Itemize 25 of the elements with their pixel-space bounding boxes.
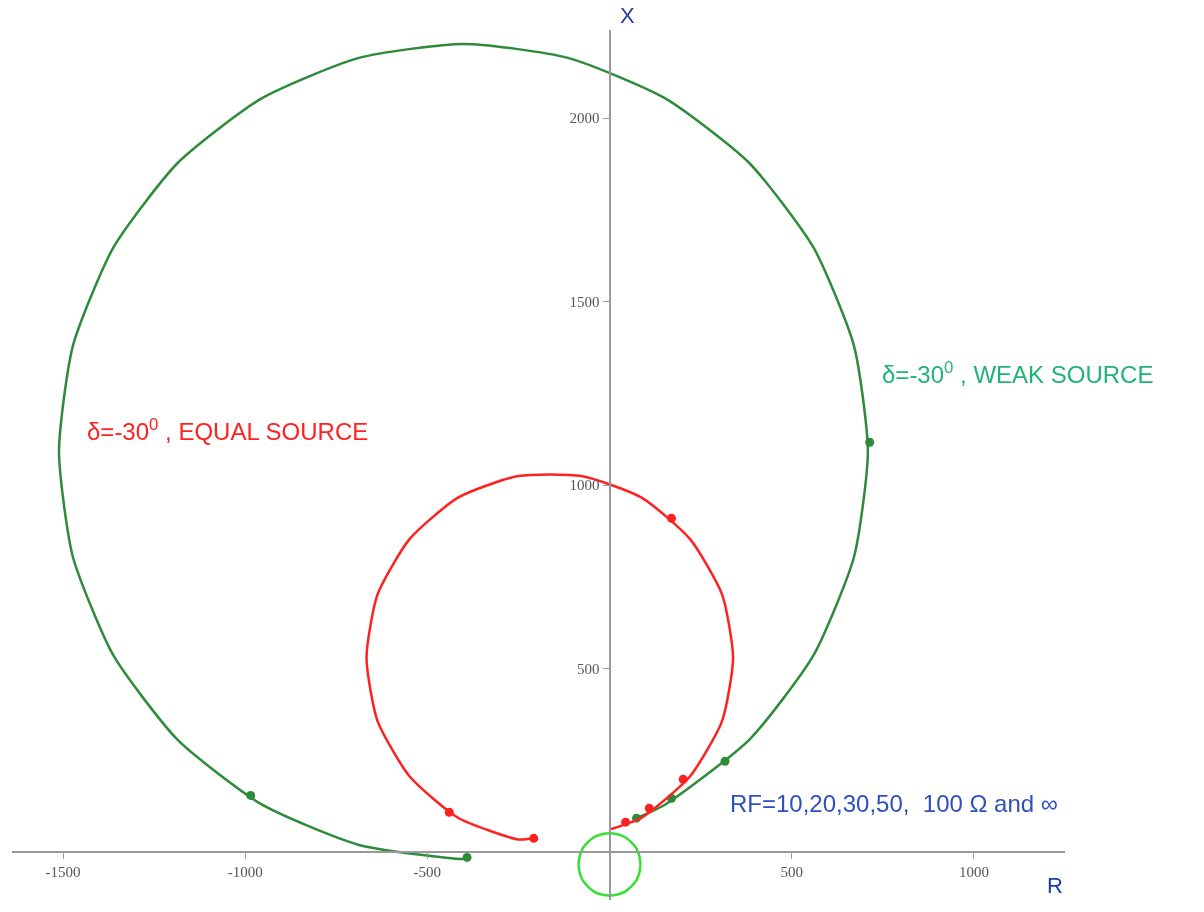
x-tick-label: -1500 (45, 864, 81, 881)
line-series (577, 831, 642, 897)
annotation: δ=-30$^{0}$ , WEAK SOURCE (882, 358, 1154, 389)
y-axis-title: X (620, 3, 635, 28)
point (462, 852, 472, 862)
point (865, 437, 875, 447)
point (720, 756, 730, 766)
annotation: RF=10,20,30,50, 100 Ω and ∞ (730, 790, 1058, 817)
point (444, 807, 454, 817)
point (529, 833, 539, 843)
x-tick-label: 500 (780, 864, 803, 881)
y-tick-label: 1000 (569, 477, 600, 494)
y-tick-label: 500 (577, 660, 600, 677)
point (666, 513, 676, 523)
y-tick-label: 2000 (569, 110, 600, 127)
point (678, 774, 688, 784)
point (644, 803, 654, 813)
x-axis-title: R (1047, 873, 1063, 898)
x-tick-label: -1000 (227, 864, 263, 881)
point (621, 817, 631, 827)
y-tick-label: 1500 (569, 293, 600, 310)
annotation: δ=-30$^{0}$ , EQUAL SOURCE (87, 415, 369, 446)
x-tick-label: 1000 (958, 864, 989, 881)
x-tick-label: -500 (413, 864, 442, 881)
point (246, 790, 256, 800)
